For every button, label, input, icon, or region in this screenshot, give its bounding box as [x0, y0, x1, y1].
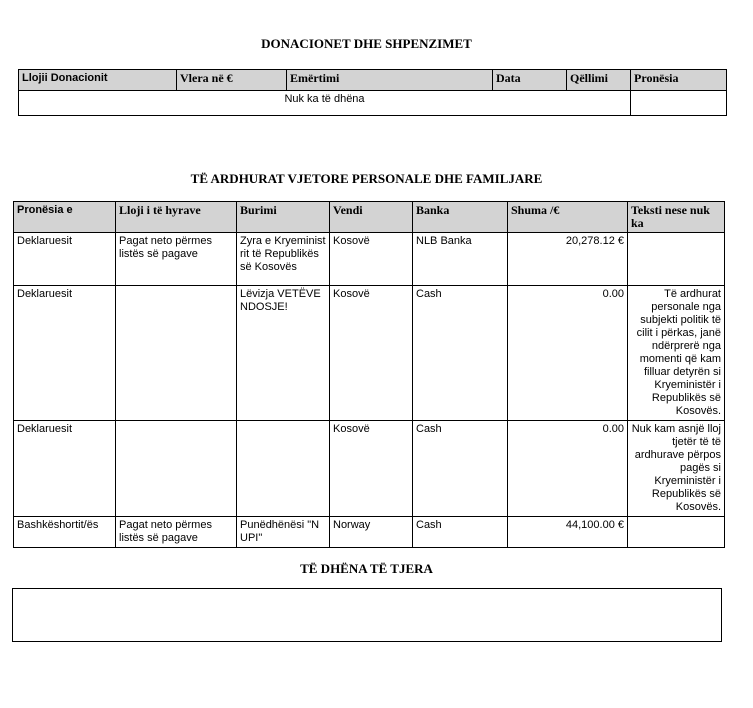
- col-header: Pronësia: [630, 69, 727, 91]
- table-cell: [630, 90, 727, 116]
- table-row: Deklaruesit Kosovë Cash 0.00 Nuk kam asnjë l…: [13, 420, 725, 517]
- table-cell: 0.00: [507, 420, 628, 517]
- col-header: Llojii Donacionit: [18, 69, 177, 91]
- table-cell: Zyra e Kryeministrit të Republikës së Ko…: [236, 232, 330, 286]
- col-header: Lloji i të hyrave: [115, 201, 237, 233]
- col-header: Banka: [412, 201, 508, 233]
- table-cell: Kosovë: [329, 420, 413, 517]
- table-cell: [627, 516, 725, 548]
- table-cell: Cash: [412, 516, 508, 548]
- other-title: TË DHËNA TË TJERA: [300, 561, 433, 576]
- table-cell: Punëdhënësi "NUPI": [236, 516, 330, 548]
- donations-table: Llojii Donacionit Vlera në € Emërtimi Da…: [18, 69, 727, 116]
- table-cell: Deklaruesit: [13, 420, 116, 517]
- table-cell: Kosovë: [329, 232, 413, 286]
- col-header: Data: [492, 69, 567, 91]
- table-cell: Bashkëshortit/ës: [13, 516, 116, 548]
- col-header: Burimi: [236, 201, 330, 233]
- table-row: Deklaruesit Pagat neto përmes listës së p…: [13, 232, 725, 286]
- table-row: Bashkëshortit/ës Pagat neto përmes listës…: [13, 516, 725, 548]
- table-cell: Deklaruesit: [13, 232, 116, 286]
- other-data-box: [12, 588, 722, 642]
- col-header: Qëllimi: [566, 69, 631, 91]
- table-cell: [115, 285, 237, 421]
- table-cell: Të ardhurat personale nga subjekti polit…: [627, 285, 725, 421]
- income-table: Pronësia e Lloji i të hyrave Burimi Vend…: [13, 201, 725, 548]
- table-cell: [627, 232, 725, 286]
- col-header: Vlera në €: [176, 69, 287, 91]
- table-cell: 0.00: [507, 285, 628, 421]
- empty-message: Nuk ka të dhëna: [18, 90, 631, 116]
- table-cell: Deklaruesit: [13, 285, 116, 421]
- table-cell: Cash: [412, 285, 508, 421]
- col-header: Vendi: [329, 201, 413, 233]
- table-cell: Norway: [329, 516, 413, 548]
- table-cell: Lëvizja VETËVENDOSJE!: [236, 285, 330, 421]
- col-header: Teksti nese nuk ka: [627, 201, 725, 233]
- table-cell: 20,278.12 €: [507, 232, 628, 286]
- table-cell: Cash: [412, 420, 508, 517]
- table-cell: [236, 420, 330, 517]
- table-cell: [115, 420, 237, 517]
- col-header: Pronësia e: [13, 201, 116, 233]
- table-cell: Nuk kam asnjë lloj tjetër të të ardhurav…: [627, 420, 725, 517]
- table-cell: Pagat neto përmes listës së pagave: [115, 516, 237, 548]
- income-title: TË ARDHURAT VJETORE PERSONALE DHE FAMILJ…: [190, 171, 543, 186]
- table-cell: Pagat neto përmes listës së pagave: [115, 232, 237, 286]
- table-row: Deklaruesit Lëvizja VETËVENDOSJE! Kosovë Ca…: [13, 285, 725, 421]
- table-cell: 44,100.00 €: [507, 516, 628, 548]
- table-cell: Kosovë: [329, 285, 413, 421]
- col-header: Emërtimi: [286, 69, 493, 91]
- table-cell: NLB Banka: [412, 232, 508, 286]
- col-header: Shuma /€: [507, 201, 628, 233]
- donations-title: DONACIONET DHE SHPENZIMET: [261, 36, 472, 51]
